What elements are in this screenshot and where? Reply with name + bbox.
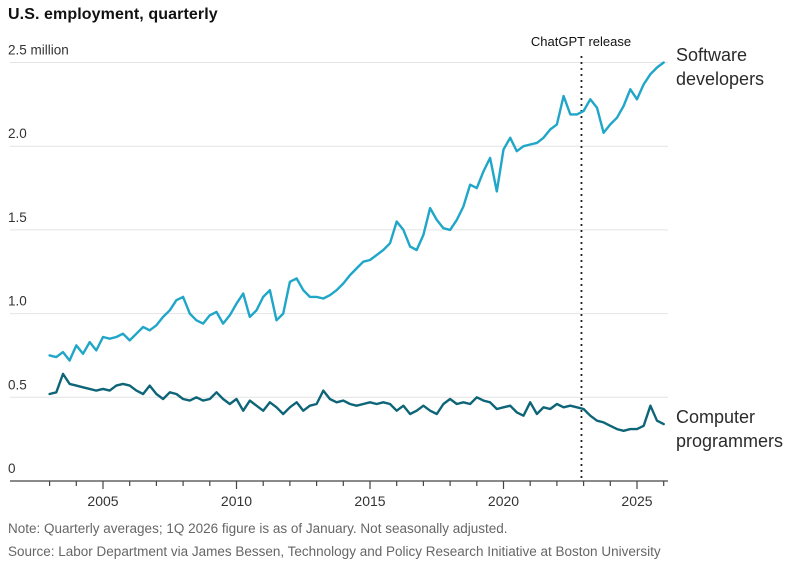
chatgpt-release-annotation-label: ChatGPT release: [530, 34, 632, 49]
x-tick-label-2015: 2015: [354, 493, 385, 509]
y-tick-label-1.5: 1.5: [8, 210, 27, 225]
series-label-software-developers: Software developers: [676, 45, 765, 89]
y-tick-label-0: 0: [8, 461, 16, 476]
page-title: U.S. employment, quarterly: [8, 6, 218, 23]
series-label-computer-programmers: Computer programmers: [676, 407, 784, 451]
series-line-software-developers: [48, 61, 665, 362]
x-tick-label-2005: 2005: [87, 493, 118, 509]
source-text: Source: Labor Department via James Besse…: [8, 544, 661, 559]
note-text: Note: Quarterly averages; 1Q 2026 figure…: [8, 521, 508, 536]
y-tick-label-1: 1.0: [8, 294, 27, 309]
x-tick-label-2020: 2020: [488, 493, 519, 509]
y-tick-label-0.5: 0.5: [8, 377, 27, 392]
x-tick-label-2010: 2010: [221, 493, 252, 509]
series-line-computer-programmers: [48, 372, 665, 432]
x-tick-label-2025: 2025: [621, 493, 652, 509]
y-tick-label-2: 2.0: [8, 126, 27, 141]
y-tick-label-2.5: 2.5 million: [8, 43, 69, 58]
